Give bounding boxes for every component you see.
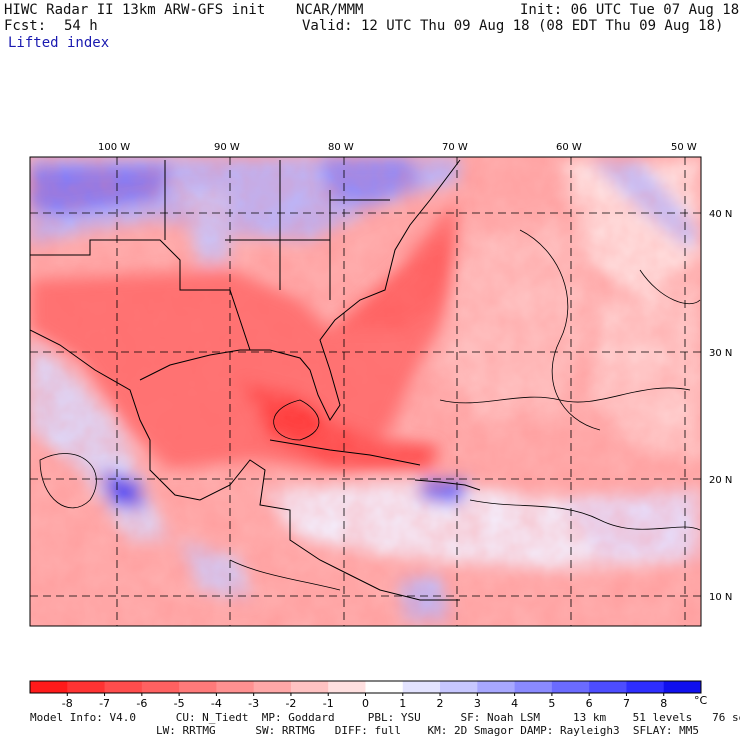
lon-label: 100 W bbox=[98, 142, 130, 153]
colorbar-swatch bbox=[589, 681, 627, 693]
colorbar-swatch bbox=[328, 681, 366, 693]
colorbar-tick-label: -1 bbox=[323, 697, 334, 710]
lon-label: 90 W bbox=[214, 142, 240, 153]
colorbar-tick-label: -5 bbox=[174, 697, 185, 710]
colorbar-swatch bbox=[514, 681, 553, 693]
colorbar-tick-label: -3 bbox=[248, 697, 259, 710]
lat-label: 10 N bbox=[709, 592, 732, 603]
colorbar-tick-label: 2 bbox=[437, 697, 444, 710]
colorbar-swatch bbox=[253, 681, 292, 693]
colorbar-tick-label: 5 bbox=[548, 697, 555, 710]
colorbar-swatch bbox=[104, 681, 143, 693]
organization: NCAR/MMM bbox=[296, 2, 364, 18]
lat-label: 40 N bbox=[709, 209, 732, 220]
colorbar-tick-label: 6 bbox=[586, 697, 593, 710]
colorbar-tick-label: 8 bbox=[660, 697, 667, 710]
forecast-hour: 54 h bbox=[64, 18, 98, 34]
colorbar-swatch bbox=[216, 681, 255, 693]
model-title: HIWC Radar II 13km ARW-GFS init bbox=[4, 2, 266, 18]
colorbar-swatch bbox=[477, 681, 516, 693]
colorbar-tick-label: -6 bbox=[136, 697, 147, 710]
lon-label: 80 W bbox=[328, 142, 354, 153]
colorbar-unit: °C bbox=[694, 694, 708, 707]
model-info-line1: Model Info: V4.0 CU: N_Tiedt MP: Goddard… bbox=[30, 711, 740, 724]
lon-label: 60 W bbox=[556, 142, 582, 153]
colorbar-tick-label: 0 bbox=[362, 697, 369, 710]
colorbar-tick-label: 4 bbox=[511, 697, 518, 710]
lat-label: 30 N bbox=[709, 348, 732, 359]
forecast-label: Fcst: bbox=[4, 18, 47, 34]
lifted-index-field bbox=[30, 157, 701, 626]
colorbar-tick-label: -8 bbox=[62, 697, 73, 710]
colorbar: -8 -7 -6 -5 -4 -3 -2 -1 0 1 2 3 4 5 6 7 8 bbox=[29, 680, 702, 710]
valid-time: Valid: 12 UTC Thu 09 Aug 18 (08 EDT Thu … bbox=[302, 18, 724, 34]
lat-label: 20 N bbox=[709, 475, 732, 486]
colorbar-tick-label: 1 bbox=[399, 697, 406, 710]
colorbar-swatch bbox=[67, 681, 106, 693]
colorbar-swatch bbox=[290, 681, 329, 693]
lat-lon-grid bbox=[30, 157, 701, 626]
contour-lines bbox=[39, 229, 701, 591]
colorbar-swatch bbox=[440, 681, 478, 693]
colorbar-swatch bbox=[626, 681, 665, 693]
colorbar-tick-label: -2 bbox=[285, 697, 296, 710]
init-time: Init: 06 UTC Tue 07 Aug 18 bbox=[520, 2, 740, 18]
model-info-line2: LW: RRTMG SW: RRTMG DIFF: full KM: 2D Sm… bbox=[156, 724, 700, 737]
colorbar-swatch bbox=[551, 681, 590, 693]
colorbar-tick-label: -4 bbox=[211, 697, 222, 710]
colorbar-swatch bbox=[365, 681, 404, 693]
latitude-labels: 40 N 30 N 20 N 10 N bbox=[709, 209, 732, 603]
colorbar-swatch bbox=[663, 681, 702, 693]
colorbar-swatch bbox=[179, 681, 217, 693]
colorbar-swatch bbox=[30, 681, 68, 693]
colorbar-swatch bbox=[141, 681, 180, 693]
colorbar-tick-label: 3 bbox=[474, 697, 481, 710]
coastlines bbox=[30, 159, 481, 601]
lon-label: 70 W bbox=[442, 142, 468, 153]
colorbar-tick-label: 7 bbox=[623, 697, 630, 710]
lon-label: 50 W bbox=[671, 142, 697, 153]
map-border bbox=[29, 156, 702, 627]
field-name: Lifted index bbox=[8, 35, 110, 51]
longitude-labels: 100 W 90 W 80 W 70 W 60 W 50 W bbox=[98, 142, 697, 153]
colorbar-tick-label: -7 bbox=[99, 697, 110, 710]
colorbar-swatch bbox=[402, 681, 441, 693]
